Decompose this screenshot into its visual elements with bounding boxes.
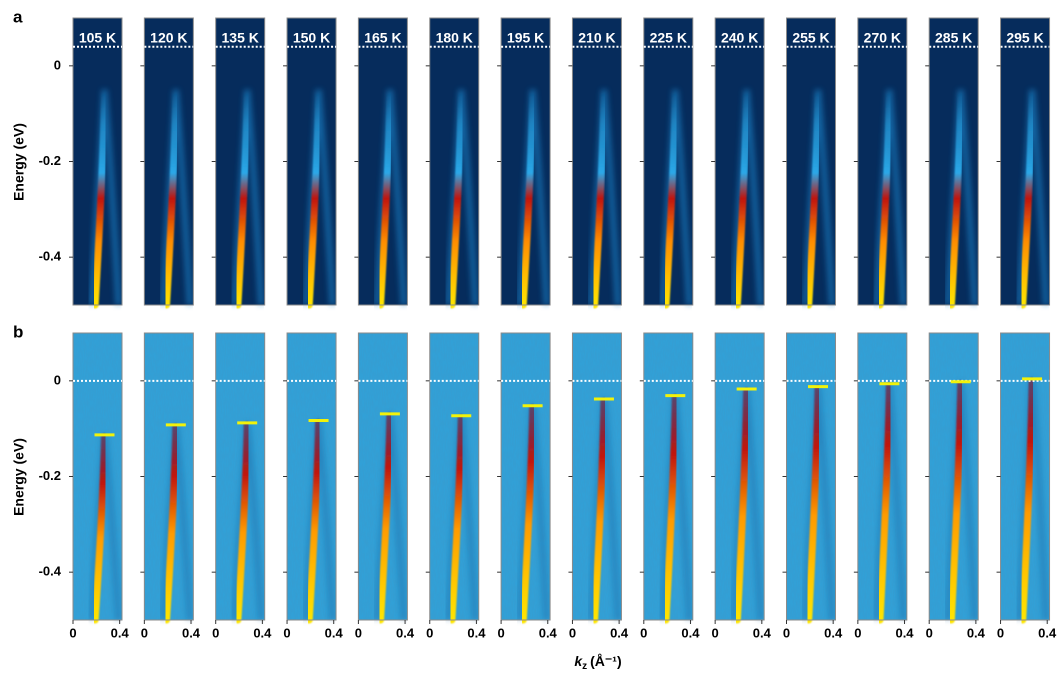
x-tick-label: 0.4	[681, 625, 700, 640]
x-tick-label: 0.4	[753, 625, 772, 640]
figure: a b Energy (eV) Energy (eV) kz(Å⁻¹) 0 -0.…	[0, 0, 1062, 675]
x-tick-label: 0	[283, 625, 290, 640]
temperature-label: 285 K	[935, 30, 972, 46]
temperature-label: 180 K	[436, 30, 473, 46]
x-tick-label: 0	[212, 625, 219, 640]
x-tick-label: 0.4	[396, 625, 415, 640]
temperature-label: 270 K	[864, 30, 901, 46]
y-axis-label: Energy (eV)	[11, 123, 27, 201]
y-axis-label: Energy (eV)	[11, 438, 27, 516]
x-tick-label: 0.4	[111, 625, 130, 640]
x-tick-label: 0	[497, 625, 504, 640]
x-tick-label: 0	[355, 625, 362, 640]
temperature-label: 165 K	[364, 30, 401, 46]
y-tick-label: 0	[54, 57, 61, 72]
temperature-label: 210 K	[578, 30, 615, 46]
x-tick-label: 0	[69, 625, 76, 640]
y-tick-label: -0.4	[39, 564, 62, 579]
y-tick-label: 0	[54, 372, 61, 387]
x-tick-label: 0.4	[253, 625, 272, 640]
x-tick-label: 0	[640, 625, 647, 640]
y-tick-label: -0.2	[39, 468, 61, 483]
x-tick-label: 0	[569, 625, 576, 640]
temperature-label: 195 K	[507, 30, 544, 46]
panel-label: b	[13, 322, 23, 341]
x-axis-label: kz(Å⁻¹)	[574, 653, 621, 672]
x-tick-label: 0	[854, 625, 861, 640]
x-tick-label: 0	[783, 625, 790, 640]
x-tick-label: 0	[141, 625, 148, 640]
x-label-subscript: z	[582, 661, 587, 672]
x-tick-label: 0.4	[467, 625, 486, 640]
y-tick-label: -0.4	[39, 249, 62, 264]
x-tick-label: 0.4	[610, 625, 629, 640]
x-tick-label: 0	[426, 625, 433, 640]
panel-label: a	[13, 7, 23, 26]
x-tick-label: 0	[712, 625, 719, 640]
x-tick-label: 0.4	[824, 625, 843, 640]
temperature-label: 225 K	[650, 30, 687, 46]
x-tick-label: 0	[926, 625, 933, 640]
page: a b Energy (eV) Energy (eV) kz(Å⁻¹) 0 -0.…	[0, 0, 1062, 680]
x-tick-label: 0.4	[967, 625, 986, 640]
temperature-label: 240 K	[721, 30, 758, 46]
x-label-unit: (Å⁻¹)	[590, 653, 622, 669]
temperature-label: 120 K	[150, 30, 187, 46]
x-tick-label: 0.4	[539, 625, 558, 640]
temperature-label: 255 K	[792, 30, 829, 46]
temperature-label: 295 K	[1006, 30, 1043, 46]
temperature-label: 135 K	[222, 30, 259, 46]
temperature-label: 105 K	[79, 30, 116, 46]
x-tick-label: 0.4	[182, 625, 201, 640]
x-tick-label: 0.4	[895, 625, 914, 640]
temperature-label: 150 K	[293, 30, 330, 46]
x-tick-label: 0.4	[325, 625, 344, 640]
y-tick-label: -0.2	[39, 153, 61, 168]
x-tick-label: 0.4	[1038, 625, 1057, 640]
x-tick-label: 0	[997, 625, 1004, 640]
